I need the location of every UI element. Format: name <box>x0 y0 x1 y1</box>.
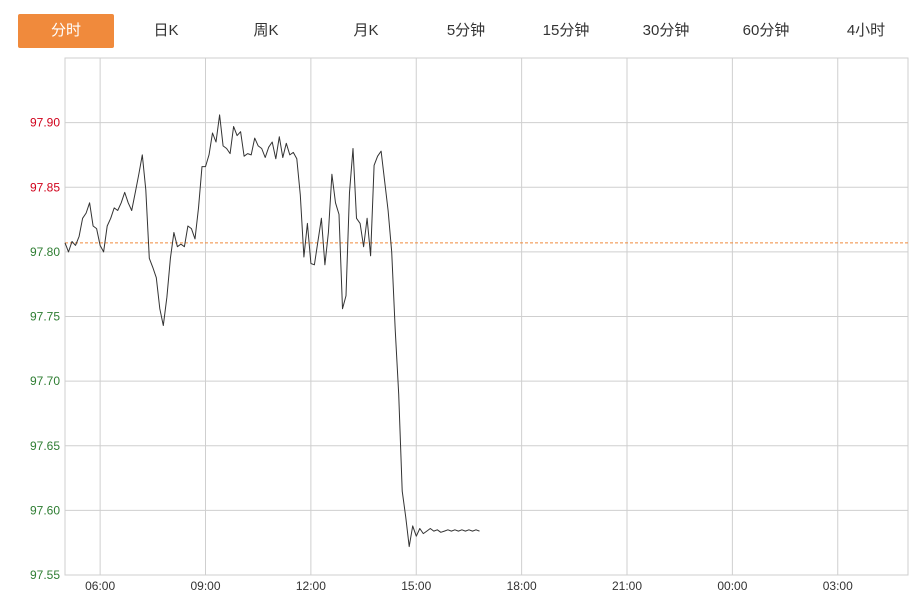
tab-60min[interactable]: 60分钟 <box>742 22 790 39</box>
y-tick-label: 97.60 <box>30 503 60 517</box>
tab-4h[interactable]: 4小时 <box>846 22 886 39</box>
y-tick-label: 97.75 <box>30 310 60 324</box>
x-tick-label: 21:00 <box>612 579 642 593</box>
y-tick-label: 97.90 <box>30 116 60 130</box>
x-tick-label: 00:00 <box>717 579 747 593</box>
x-tick-label: 03:00 <box>823 579 853 593</box>
tab-5min[interactable]: 5分钟 <box>446 22 486 39</box>
y-tick-label: 97.70 <box>30 374 60 388</box>
chart-grid <box>64 57 909 576</box>
y-tick-label: 97.55 <box>30 568 60 582</box>
y-tick-label: 97.80 <box>30 245 60 259</box>
price-series-group <box>64 114 480 548</box>
period-tabs: 分时 日K 周K 月K 5分钟 15分钟 30分钟 60分钟 4小时 <box>0 0 919 58</box>
x-tick-label: 06:00 <box>85 579 115 593</box>
tab-week-k[interactable]: 周K <box>253 22 279 39</box>
y-axis: 97.90 97.85 97.80 97.75 97.70 97.65 97.60 97.55 <box>30 116 60 582</box>
x-tick-label: 12:00 <box>296 579 326 593</box>
tab-fenshi[interactable]: 分时 <box>18 14 114 48</box>
y-tick-label: 97.65 <box>30 439 60 453</box>
tab-month-k[interactable]: 月K <box>353 22 379 39</box>
tab-15min[interactable]: 15分钟 <box>542 22 590 39</box>
x-tick-label: 15:00 <box>401 579 431 593</box>
x-tick-label: 18:00 <box>507 579 537 593</box>
tab-30min[interactable]: 30分钟 <box>642 22 690 39</box>
x-tick-label: 09:00 <box>190 579 220 593</box>
y-tick-label: 97.85 <box>30 180 60 194</box>
tab-day-k[interactable]: 日K <box>153 22 179 39</box>
price-line <box>64 114 480 548</box>
x-axis: 06:00 09:00 12:00 15:00 18:00 21:00 00:00 03:00 <box>85 579 853 593</box>
